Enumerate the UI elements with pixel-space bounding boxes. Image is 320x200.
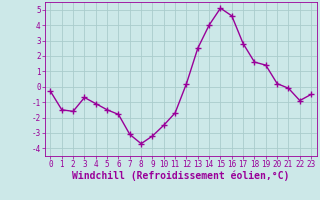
X-axis label: Windchill (Refroidissement éolien,°C): Windchill (Refroidissement éolien,°C) [72,171,290,181]
